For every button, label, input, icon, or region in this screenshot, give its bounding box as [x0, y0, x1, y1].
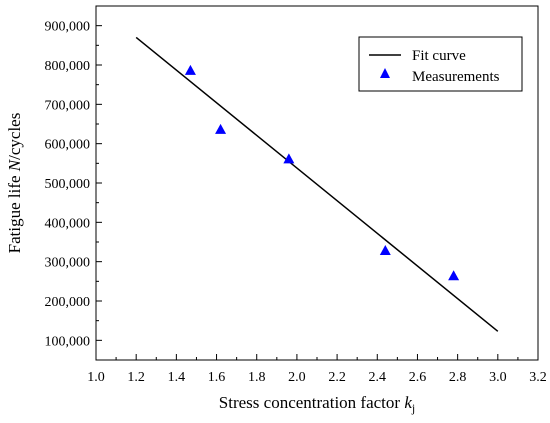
x-tick-label: 2.0	[288, 370, 306, 385]
x-tick-label: 2.8	[449, 370, 467, 385]
y-tick-label: 700,000	[45, 98, 91, 113]
y-tick-label: 100,000	[45, 334, 91, 349]
x-tick-label: 2.6	[409, 370, 427, 385]
x-tick-label: 1.8	[248, 370, 266, 385]
x-tick-label: 3.2	[529, 370, 547, 385]
x-tick-label: 2.4	[369, 370, 387, 385]
y-axis-ticks: 100,000 200,000 300,000 400,000 500,000 600,0…	[45, 5, 102, 361]
x-tick-label: 1.0	[87, 370, 105, 385]
measurement-point	[184, 64, 196, 75]
x-axis-title: Stress concentration factor kj	[219, 393, 415, 415]
legend: Fit curve Measurements	[358, 36, 523, 92]
y-tick-label: 600,000	[45, 138, 91, 153]
measurement-point	[283, 153, 295, 164]
legend-box	[358, 36, 523, 92]
y-tick-label: 800,000	[45, 59, 91, 74]
x-tick-label: 2.2	[328, 370, 346, 385]
fit-curve-line	[135, 36, 499, 332]
y-tick-label: 200,000	[45, 295, 91, 310]
legend-triangle-swatch	[380, 68, 390, 78]
x-tick-label: 1.2	[127, 370, 145, 385]
y-tick-label: 300,000	[45, 256, 91, 271]
legend-label-fit-curve: Fit curve	[412, 48, 466, 64]
measurement-point	[379, 245, 391, 256]
plot-marks	[135, 36, 499, 332]
y-tick-label: 400,000	[45, 216, 91, 231]
x-tick-label: 1.4	[168, 370, 186, 385]
legend-label-measurements: Measurements	[412, 69, 500, 85]
x-axis-ticks: 1.0 1.2 1.4 1.6 1.8 2.0 2.2 2.4 2.6 2.8 3.0 3.2	[87, 354, 547, 385]
y-tick-label: 500,000	[45, 177, 91, 192]
y-axis-title: Fatigue life N/cycles	[5, 113, 24, 254]
y-tick-label: 900,000	[45, 20, 91, 35]
x-tick-label: 1.6	[208, 370, 226, 385]
measurement-point	[448, 270, 460, 281]
measurement-point	[215, 123, 227, 134]
x-tick-label: 3.0	[489, 370, 507, 385]
